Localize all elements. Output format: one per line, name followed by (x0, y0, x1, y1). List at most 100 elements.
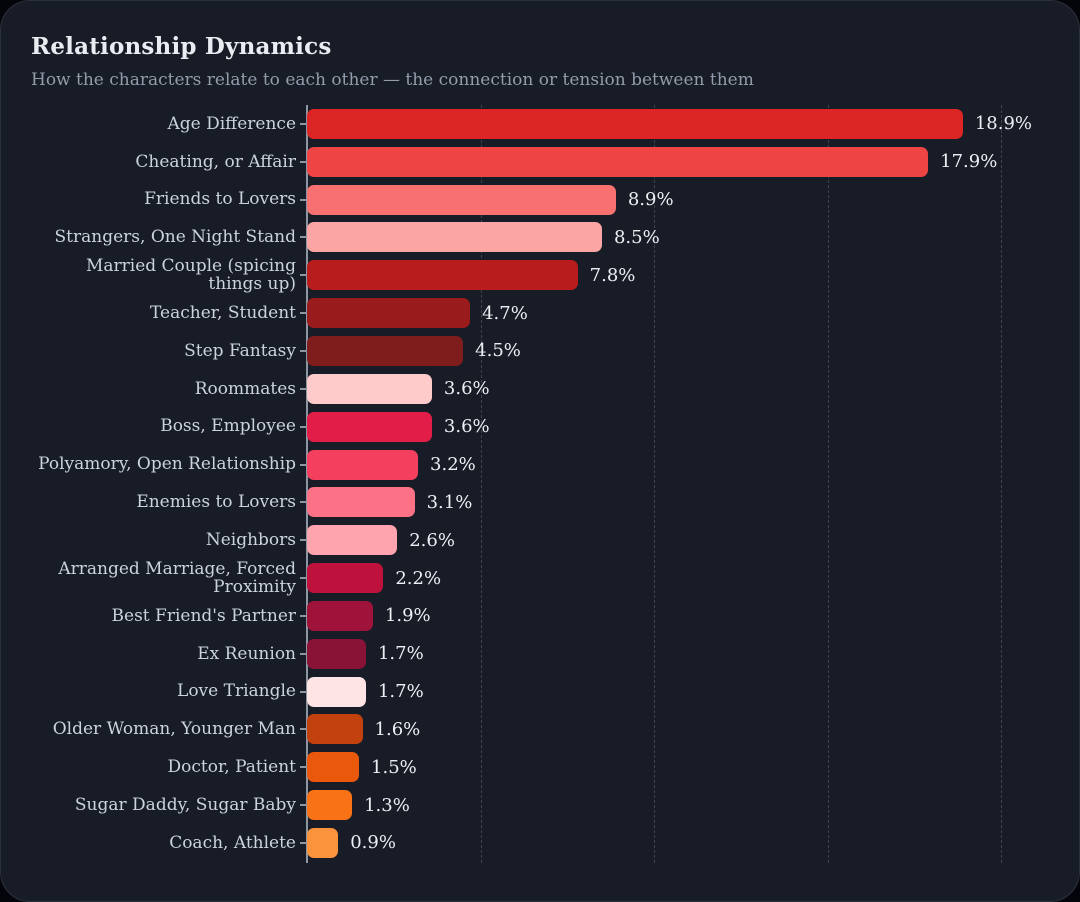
category-label-cell: Ex Reunion (1, 643, 307, 664)
value-label: 1.9% (384, 605, 431, 627)
axis-tick (300, 122, 307, 125)
value-label: 0.9% (350, 832, 396, 854)
bar-cell: 17.9% (307, 146, 1079, 177)
category-label: Married Couple (spicing things up) (85, 255, 296, 295)
bar-cell: 3.2% (307, 449, 1079, 480)
category-label-cell: Teacher, Student (1, 304, 307, 322)
category-label: Best Friend's Partner (111, 605, 296, 626)
axis-tick (300, 349, 307, 352)
bar-row: Best Friend's Partner 1.9% (1, 597, 1079, 635)
bar (307, 108, 963, 139)
category-label-cell: Polyamory, Open Relationship (1, 455, 307, 474)
category-label-cell: Enemies to Lovers (1, 492, 307, 513)
bar-cell: 1.7% (307, 638, 1079, 669)
bar-row: Friends to Lovers 8.9% (1, 181, 1079, 219)
bar-chart: Age Difference 18.9% Cheating, or Affair 17… (1, 105, 1079, 863)
category-label: Cheating, or Affair (135, 151, 296, 172)
bar-row: Love Triangle 1.7% (1, 673, 1079, 711)
bar (307, 827, 339, 858)
axis-tick (300, 425, 307, 428)
category-label-cell: Love Triangle (1, 682, 307, 701)
axis-tick (300, 387, 307, 390)
gridline-10pct (654, 105, 655, 863)
bar (307, 714, 363, 745)
category-label: Coach, Athlete (169, 832, 296, 853)
value-label: 4.5% (475, 340, 521, 362)
bar (307, 298, 471, 329)
category-label: Step Fantasy (184, 340, 296, 361)
value-label: 18.9% (974, 113, 1033, 135)
gridline-5pct (480, 105, 482, 863)
bar-cell: 2.2% (307, 563, 1079, 594)
category-label-cell: Roommates (1, 379, 307, 398)
bar (307, 600, 373, 631)
bar (307, 676, 366, 707)
bar-row: Sugar Daddy, Sugar Baby 1.3% (1, 786, 1079, 824)
category-label: Boss, Employee (160, 416, 296, 437)
bar-cell: 1.3% (307, 790, 1079, 821)
axis-tick (300, 539, 307, 542)
bar-row: Step Fantasy 4.5% (1, 332, 1079, 370)
value-label: 1.7% (377, 643, 424, 665)
category-label: Age Difference (167, 113, 296, 134)
bar-row: Enemies to Lovers 3.1% (1, 483, 1079, 521)
bar-row: Arranged Marriage, Forced Proximity 2.2% (1, 559, 1079, 597)
bar (307, 752, 360, 783)
category-label: Arranged Marriage, Forced Proximity (58, 558, 296, 598)
bar (307, 638, 366, 669)
bar-cell: 3.6% (307, 373, 1079, 404)
category-label-cell: Arranged Marriage, Forced Proximity (1, 560, 307, 597)
category-label-cell: Strangers, One Night Stand (1, 227, 307, 248)
value-label: 17.9% (940, 151, 998, 173)
axis-tick (300, 312, 307, 315)
category-label-cell: Boss, Employee (1, 416, 307, 437)
category-label-cell: Step Fantasy (1, 340, 307, 361)
value-label: 7.8% (589, 264, 636, 286)
bar-cell: 8.5% (307, 222, 1079, 253)
category-label: Strangers, One Night Stand (54, 227, 296, 248)
bar-cell: 4.5% (307, 335, 1079, 366)
category-label: Enemies to Lovers (136, 492, 296, 513)
value-label: 3.2% (430, 454, 476, 476)
value-label: 8.5% (613, 226, 660, 248)
axis-tick (300, 577, 307, 580)
category-label-cell: Doctor, Patient (1, 758, 307, 776)
bar-rows: Age Difference 18.9% Cheating, or Affair 17… (1, 105, 1079, 862)
axis-tick (300, 274, 307, 277)
axis-tick (300, 841, 307, 844)
value-label: 8.9% (627, 189, 674, 211)
gridline-15pct (827, 105, 829, 863)
category-label: Older Woman, Younger Man (52, 719, 296, 740)
category-label-cell: Neighbors (1, 531, 307, 549)
category-label-cell: Cheating, or Affair (1, 151, 307, 172)
bar-row: Age Difference 18.9% (1, 105, 1079, 143)
axis-tick (300, 804, 307, 807)
bar-row: Ex Reunion 1.7% (1, 635, 1079, 673)
gridline-20pct (1001, 105, 1002, 863)
bar (307, 563, 384, 594)
axis-tick (300, 463, 307, 466)
category-label-cell: Coach, Athlete (1, 832, 307, 853)
bar-cell: 1.7% (307, 676, 1079, 707)
category-label: Neighbors (205, 530, 296, 551)
value-label: 3.1% (426, 491, 473, 513)
category-label: Sugar Daddy, Sugar Baby (74, 794, 296, 815)
bar (307, 790, 353, 821)
bar-cell: 1.6% (307, 714, 1079, 745)
bar (307, 146, 929, 177)
bar (307, 260, 578, 291)
axis-tick (300, 160, 307, 163)
axis-tick (300, 236, 307, 239)
category-label: Teacher, Student (150, 302, 296, 323)
bar (307, 449, 419, 480)
value-label: 3.6% (443, 378, 490, 400)
category-label: Friends to Lovers (144, 189, 296, 210)
axis-tick (300, 652, 307, 655)
bar-cell: 1.9% (307, 600, 1079, 631)
value-label: 1.7% (377, 681, 424, 703)
bar (307, 373, 432, 404)
bar-row: Married Couple (spicing things up) 7.8% (1, 256, 1079, 294)
value-label: 1.3% (364, 794, 410, 816)
category-label: Ex Reunion (197, 643, 296, 664)
